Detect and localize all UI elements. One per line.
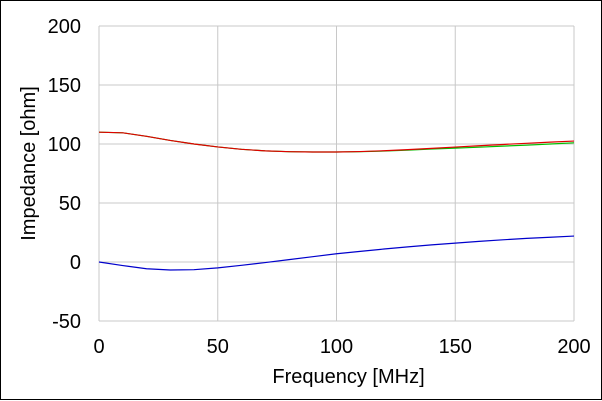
x-tick-label: 200 xyxy=(557,336,590,358)
x-tick-label: 150 xyxy=(439,336,472,358)
y-tick-label: -50 xyxy=(52,311,81,333)
x-tick-label: 0 xyxy=(93,336,104,358)
series-line-2 xyxy=(98,131,575,153)
y-tick-label: 0 xyxy=(70,252,81,274)
grid xyxy=(98,25,575,322)
y-tick-label: 150 xyxy=(48,75,81,97)
y-tick-label: 200 xyxy=(48,16,81,38)
x-tick-label: 50 xyxy=(207,336,229,358)
y-axis-label: Impedance [ohm] xyxy=(18,86,40,241)
x-tick-label: 100 xyxy=(320,336,353,358)
x-axis-label: Frequency [MHz] xyxy=(272,366,424,388)
y-tick-label: 100 xyxy=(48,134,81,156)
y-tick-label: 50 xyxy=(59,193,81,215)
series-group xyxy=(98,131,575,271)
tick-labels: 0 50 100 150 200 -50 0 50 100 150 200 xyxy=(48,16,591,358)
series-line-3 xyxy=(98,235,575,271)
